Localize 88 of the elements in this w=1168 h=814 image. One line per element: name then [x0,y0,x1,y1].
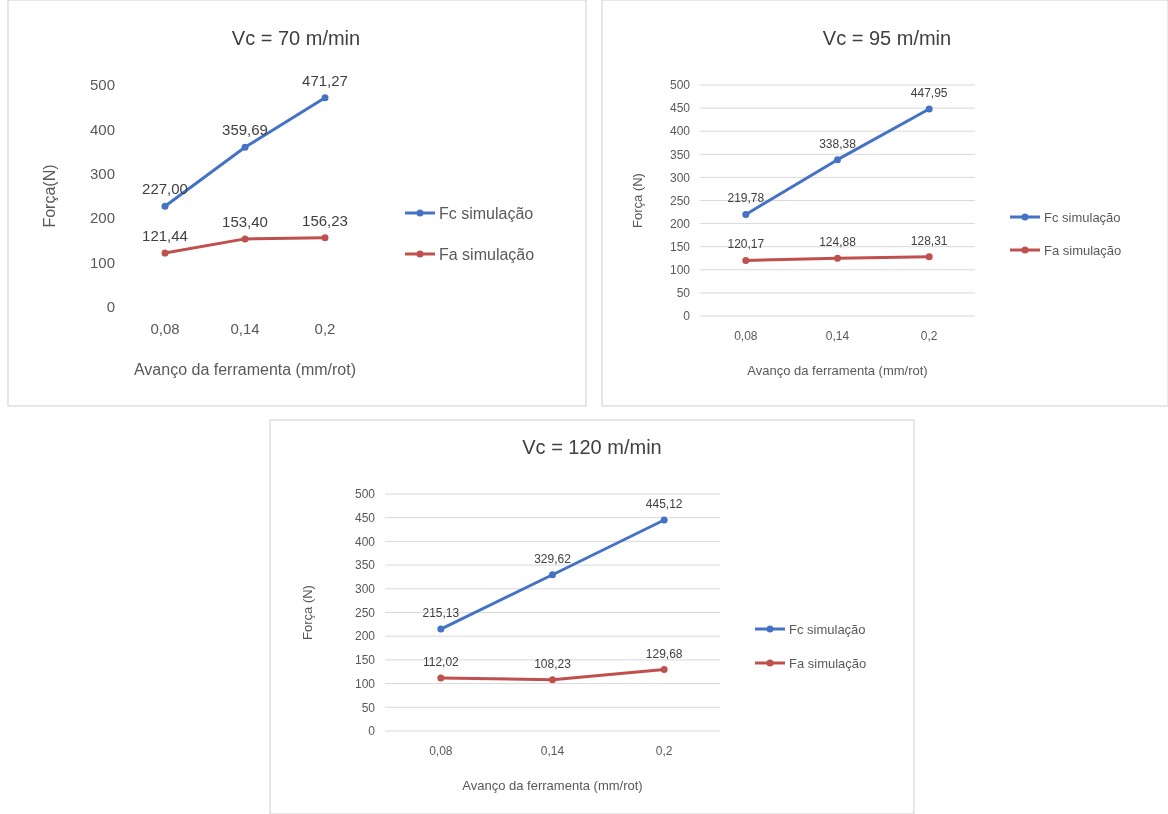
y-tick-label: 350 [669,147,691,162]
point [321,234,329,242]
y-tick-label: 0 [683,309,691,324]
point [549,676,556,684]
point [549,571,556,579]
y-tick-label: 350 [354,558,376,573]
data-label: 359,69 [222,121,268,139]
data-label: 215,13 [422,606,460,621]
legend-label: Fc simulação [789,621,866,637]
y-tick-label: 0 [368,724,376,739]
data-label: 120,17 [727,237,765,252]
legend-label: Fc simulação [1044,209,1121,225]
data-label: 445,12 [645,497,683,512]
point [742,210,750,218]
y-tick-label: 300 [89,165,115,183]
data-label: 447,95 [910,86,948,101]
y-axis-title: Força (N) [630,173,645,228]
point [321,94,329,102]
x-tick-label: 0,2 [920,329,938,343]
x-tick-label: 0,2 [314,320,336,337]
data-label: 112,02 [422,654,460,669]
point [161,249,169,257]
y-tick-label: 100 [669,263,691,277]
data-label: 471,27 [302,71,348,89]
x-tick-label: 0,08 [429,744,453,758]
legend-label: Fc simulação [439,204,534,222]
y-tick-label: 0 [106,298,115,316]
data-label: 128,31 [910,233,948,248]
legend-label: Fa simulação [439,245,535,263]
chart-title: Vc = 70 m/min [231,27,361,49]
point [834,156,841,164]
legend-label: Fa simulação [1044,242,1122,258]
x-axis-title: Avanço da ferramenta (mm/rot) [462,778,643,793]
data-label: 153,40 [222,212,268,230]
x-tick-label: 0,14 [230,320,260,337]
y-tick-label: 100 [354,676,376,691]
x-tick-label: 0,08 [734,329,758,343]
data-label: 219,78 [727,191,765,206]
point [742,256,750,264]
y-tick-label: 200 [669,216,691,231]
data-label: 129,68 [645,646,683,661]
y-axis-title: Força (N) [300,585,315,640]
y-tick-label: 300 [669,170,691,185]
point [161,202,169,210]
y-tick-label: 50 [676,286,691,301]
point [437,625,445,633]
point [660,516,668,524]
point [834,254,841,262]
y-tick-label: 150 [354,653,376,668]
point [925,105,933,113]
data-label: 156,23 [302,211,348,229]
x-axis-title: Avanço da ferramenta (mm/rot) [133,361,357,378]
data-label: 124,88 [819,235,857,250]
x-axis-title: Avanço da ferramenta (mm/rot) [747,363,928,378]
y-tick-label: 300 [354,582,376,596]
y-tick-label: 500 [669,78,691,93]
y-tick-label: 400 [354,534,376,549]
x-tick-label: 0,2 [655,744,673,758]
data-label: 227,00 [142,180,188,198]
y-tick-label: 100 [89,253,115,271]
y-axis-title: Força(N) [41,164,58,228]
data-label: 338,38 [819,136,857,151]
y-tick-label: 200 [354,629,376,644]
y-tick-label: 400 [669,124,691,139]
y-tick-label: 250 [669,193,691,208]
y-tick-label: 250 [354,605,376,620]
chart-title: Vc = 120 m/min [522,436,662,458]
legend-label: Fa simulação [789,655,867,671]
data-label: 329,62 [534,551,572,566]
point [241,143,249,151]
y-tick-label: 400 [89,120,115,138]
y-tick-label: 500 [89,76,115,94]
chart-title: Vc = 95 m/min [822,27,952,49]
x-tick-label: 0,14 [540,744,565,758]
y-tick-label: 50 [361,700,376,715]
y-tick-label: 150 [669,239,691,254]
x-tick-label: 0,08 [150,320,180,337]
y-tick-label: 500 [354,487,376,502]
data-label: 108,23 [534,656,572,671]
point [660,666,668,674]
y-tick-label: 450 [354,510,376,525]
y-tick-label: 200 [89,209,115,227]
point [925,253,933,261]
x-tick-label: 0,14 [825,329,850,343]
point [241,235,249,243]
data-label: 121,44 [142,227,188,245]
y-tick-label: 450 [669,101,691,116]
point [437,674,445,682]
